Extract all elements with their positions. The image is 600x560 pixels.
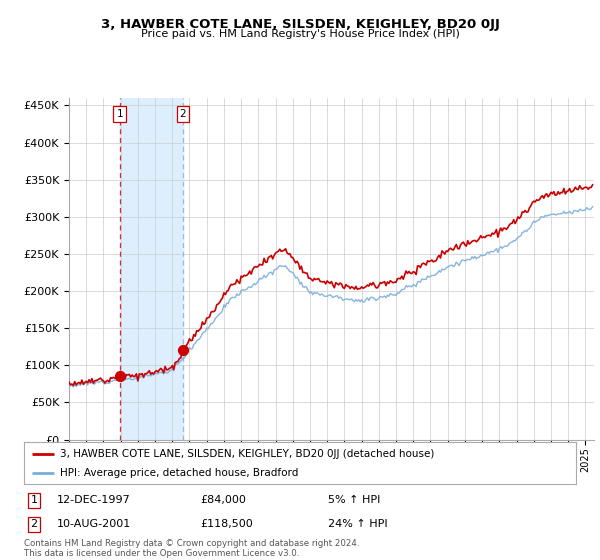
Text: 2: 2 — [180, 109, 187, 119]
Text: 2: 2 — [31, 520, 37, 530]
Text: 5% ↑ HPI: 5% ↑ HPI — [328, 495, 380, 505]
Text: £84,000: £84,000 — [200, 495, 247, 505]
Point — [178, 345, 188, 354]
Text: 1: 1 — [116, 109, 123, 119]
Text: 24% ↑ HPI: 24% ↑ HPI — [328, 520, 387, 530]
Text: 12-DEC-1997: 12-DEC-1997 — [57, 495, 131, 505]
Point — [115, 372, 125, 381]
Text: 1: 1 — [31, 495, 37, 505]
Bar — [120, 98, 183, 440]
Text: HPI: Average price, detached house, Bradford: HPI: Average price, detached house, Brad… — [60, 468, 298, 478]
Text: 10-AUG-2001: 10-AUG-2001 — [57, 520, 131, 530]
Text: Contains HM Land Registry data © Crown copyright and database right 2024.
This d: Contains HM Land Registry data © Crown c… — [24, 539, 359, 558]
Text: 3, HAWBER COTE LANE, SILSDEN, KEIGHLEY, BD20 0JJ (detached house): 3, HAWBER COTE LANE, SILSDEN, KEIGHLEY, … — [60, 449, 434, 459]
Text: Price paid vs. HM Land Registry's House Price Index (HPI): Price paid vs. HM Land Registry's House … — [140, 29, 460, 39]
Text: 3, HAWBER COTE LANE, SILSDEN, KEIGHLEY, BD20 0JJ: 3, HAWBER COTE LANE, SILSDEN, KEIGHLEY, … — [101, 18, 499, 31]
Text: £118,500: £118,500 — [200, 520, 253, 530]
